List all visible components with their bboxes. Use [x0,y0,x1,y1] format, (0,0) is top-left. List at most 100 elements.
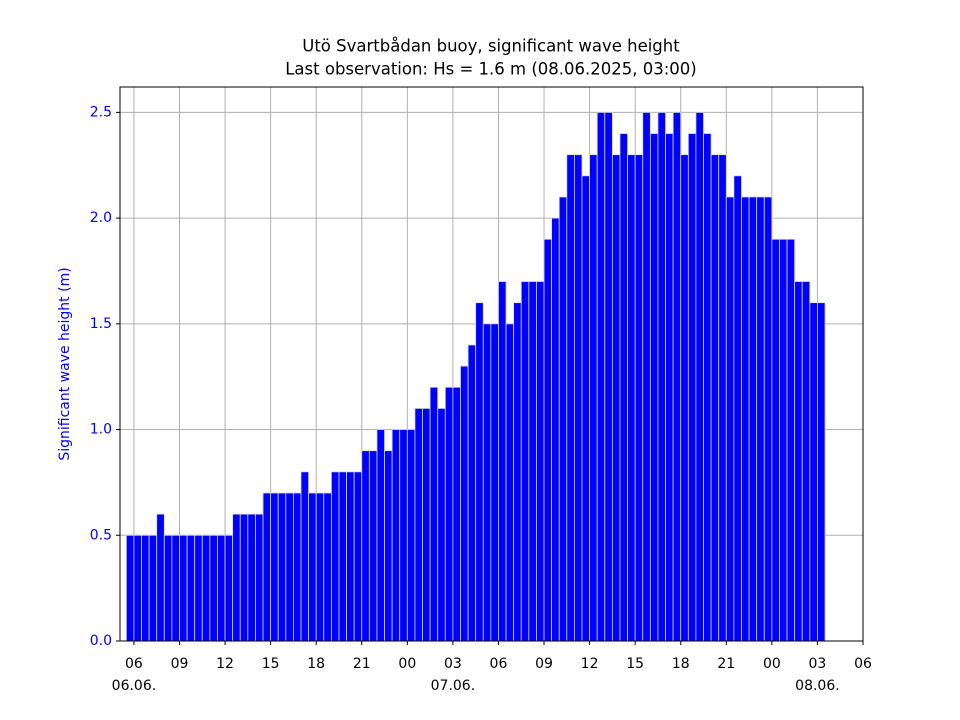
x-tick-label: 12 [581,656,599,672]
bar [604,111,613,642]
bar [703,133,712,642]
x-tick-label: 12 [216,656,234,672]
bar [672,111,682,642]
bar [209,534,218,642]
bar [467,344,477,642]
bar [809,302,818,642]
bar [536,281,545,642]
bar [133,534,142,642]
bar [330,471,340,642]
bar [376,429,385,642]
x-tick-label: 15 [262,656,280,672]
bar [186,534,196,642]
date-label: 07.06. [431,678,476,694]
bar [718,154,727,642]
bar [171,534,180,642]
chart-title: Utö Svartbådan buoy, significant wave he… [302,37,680,56]
bar [611,154,621,642]
bar [619,133,628,642]
bar [801,281,811,642]
x-tick-label: 00 [398,656,416,672]
chart-subtitle: Last observation: Hs = 1.6 m (08.06.2025… [285,60,697,79]
bar [786,238,796,642]
date-label: 08.06. [795,678,840,694]
bar [315,492,325,642]
bar [460,365,469,642]
bar [247,513,256,642]
bar [201,534,211,642]
bar [482,323,492,642]
bar [710,154,720,642]
bar [680,154,689,642]
bar [217,534,226,642]
bar [649,133,659,642]
x-tick-label: 21 [353,656,371,672]
bar [262,492,272,642]
bar [437,408,446,642]
bar [596,111,606,642]
x-tick-label: 18 [672,656,690,672]
bar [156,513,165,642]
x-tick-label: 06 [854,656,872,672]
x-tick-label: 03 [809,656,827,672]
bar [665,133,674,642]
bar [589,154,598,642]
x-tick-label: 21 [717,656,735,672]
bar [741,196,750,642]
bar [406,429,416,642]
bar [657,111,666,642]
bar [574,154,583,642]
bar [642,111,651,642]
bar [543,238,553,642]
bar [232,513,241,642]
bar [239,513,249,642]
bar [224,534,234,642]
bar [308,492,317,642]
x-tick-label: 15 [626,656,644,672]
x-tick-label: 03 [444,656,462,672]
x-tick-label: 06 [490,656,508,672]
bar [179,534,188,642]
bar [300,471,309,642]
bar [725,196,735,642]
y-tick-label: 0.5 [90,527,112,543]
bar [444,386,454,642]
bar [429,386,439,642]
bar [475,302,484,642]
bar [558,196,568,642]
x-tick-label: 09 [171,656,189,672]
bar [338,471,347,642]
y-tick-label: 2.5 [90,104,112,120]
bar [779,238,788,642]
bar [581,175,590,642]
x-tick-label: 00 [763,656,781,672]
bar [794,281,803,642]
bar [285,492,294,642]
bar [255,513,264,642]
y-axis-label: Significant wave height (m) [57,267,73,460]
bar [520,281,530,642]
bar [452,386,461,642]
bar [194,534,203,642]
bar [361,450,370,642]
bar [566,154,575,642]
date-label: 06.06. [112,678,157,694]
bar [399,429,408,642]
bar [125,534,135,642]
bar [551,217,560,642]
bar [763,196,773,642]
bar [346,471,355,642]
bar [756,196,765,642]
bar [490,323,499,642]
y-tick-label: 0.0 [90,633,112,649]
bar [422,408,431,642]
bar [414,408,423,642]
x-tick-label: 18 [307,656,325,672]
bar [695,111,704,642]
bar [748,196,758,642]
bar [141,534,150,642]
bar [627,154,636,642]
bar [163,534,173,642]
plot-frame [119,86,864,642]
